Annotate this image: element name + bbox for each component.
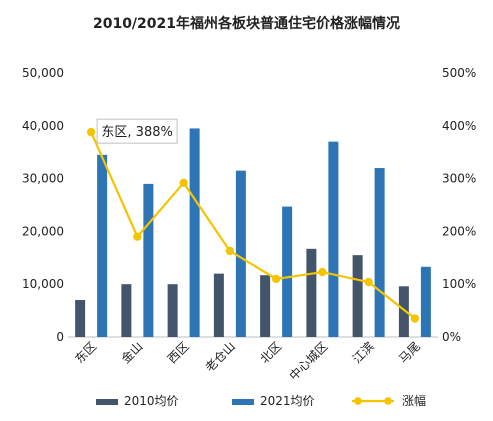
x-category-label: 江滨 [349, 339, 377, 367]
bar-2021 [420, 266, 431, 337]
legend: 2010均价 2021均价 涨幅 [96, 393, 426, 408]
legend-swatch [96, 399, 118, 405]
growth-point [225, 246, 235, 256]
y-right-tick-label: 0% [442, 330, 461, 344]
legend-swatch [232, 399, 254, 405]
x-category-label: 中心城区 [286, 339, 331, 384]
bar-2010 [121, 284, 132, 337]
y-left-tick-label: 10,000 [22, 277, 64, 291]
growth-point [179, 178, 188, 188]
growth-point [86, 127, 96, 137]
x-category-label: 马尾 [396, 339, 423, 366]
growth-point [410, 314, 420, 323]
bar-2010 [306, 248, 317, 337]
annotation-box [96, 118, 178, 144]
bar-2010 [167, 284, 178, 337]
bar-2021 [235, 170, 246, 337]
y-left-tick-label: 30,000 [22, 172, 64, 186]
bar-2010 [213, 273, 224, 337]
growth-line-path [90, 131, 416, 320]
bars [75, 128, 431, 337]
y-right-tick-label: 300% [442, 172, 476, 186]
bar-2010 [352, 255, 363, 337]
bar-2021 [374, 168, 385, 337]
bar-2010 [75, 300, 86, 337]
bar-2021 [143, 183, 154, 337]
y-right-tick-label: 400% [442, 119, 476, 133]
legend-label: 2010均价 [124, 394, 179, 408]
y-left-tick-label: 20,000 [22, 224, 64, 238]
legend-label: 2021均价 [260, 394, 315, 408]
growth-line [86, 127, 420, 323]
legend-marker [354, 397, 362, 405]
y-right-tick-label: 100% [442, 277, 476, 291]
x-category-label: 北区 [257, 339, 284, 366]
y-left-tick-label: 0 [56, 330, 64, 344]
y-left-tick-label: 40,000 [22, 119, 64, 133]
chart-title: 2010/2021年福州各板块普通住宅价格涨幅情况 [93, 15, 400, 32]
legend-label: 涨幅 [402, 393, 426, 408]
growth-point [133, 232, 142, 241]
bar-2021 [97, 154, 108, 337]
y-right-tick-label: 200% [442, 224, 476, 238]
bar-2010 [398, 286, 409, 337]
legend-marker [384, 397, 392, 405]
y-right-tick-label: 500% [442, 66, 476, 80]
x-category-label: 金山 [118, 339, 146, 367]
annotation-label: 东区, 388% [101, 125, 172, 140]
bar-2010 [260, 275, 271, 337]
annotation: 东区, 388% [96, 118, 178, 144]
bar-2021 [328, 141, 339, 337]
growth-point [271, 274, 281, 284]
y-left-tick-label: 50,000 [22, 66, 64, 80]
bar-2021 [189, 128, 200, 337]
growth-point [364, 277, 373, 287]
growth-point [318, 267, 327, 277]
x-category-label: 老仓山 [203, 339, 238, 374]
bar-2021 [282, 206, 293, 337]
x-category-label: 东区 [72, 339, 99, 366]
x-category-label: 西区 [165, 339, 192, 366]
